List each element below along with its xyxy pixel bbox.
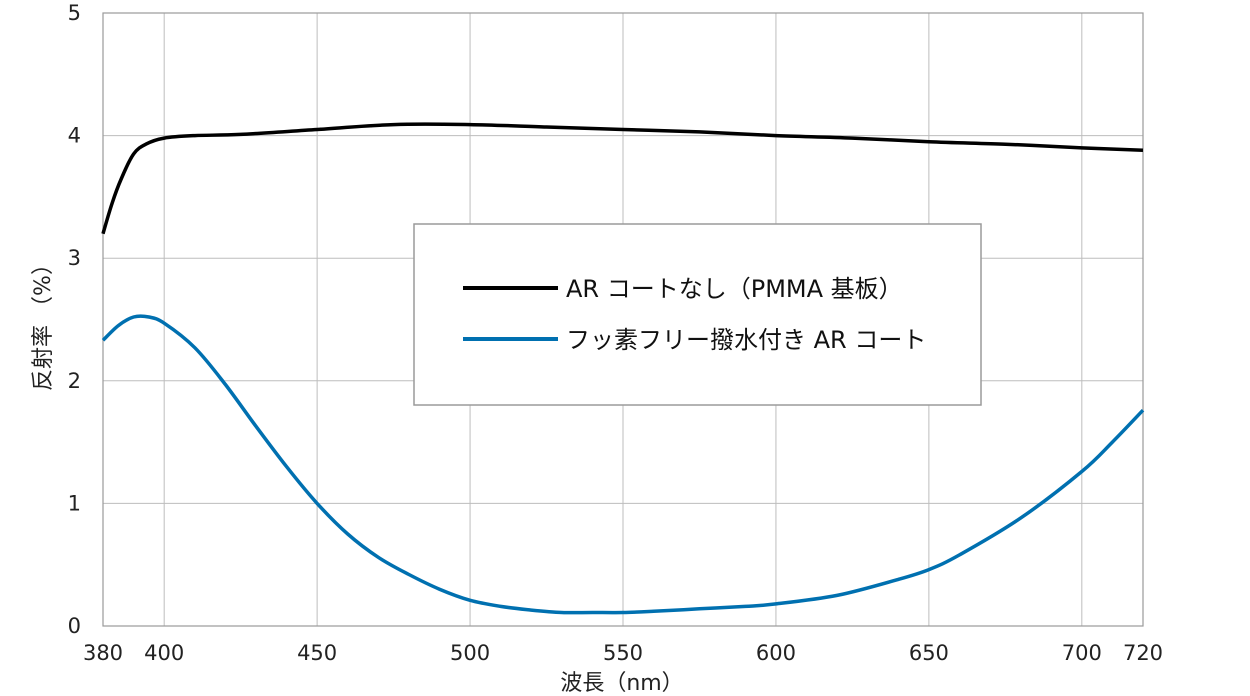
- x-tick-label: 500: [450, 641, 490, 665]
- legend-label-ar-none: AR コートなし（PMMA 基板）: [566, 275, 903, 303]
- y-tick-label: 3: [68, 246, 81, 270]
- x-tick-label: 400: [144, 641, 184, 665]
- y-tick-label: 4: [68, 124, 81, 148]
- y-tick-label: 5: [68, 1, 81, 25]
- x-tick-label: 380: [83, 641, 123, 665]
- y-tick-label: 0: [68, 614, 81, 638]
- x-tick-label: 700: [1062, 641, 1102, 665]
- x-tick-label: 650: [909, 641, 949, 665]
- x-tick-label: 550: [603, 641, 643, 665]
- x-axis-title: 波長（nm）: [560, 671, 683, 696]
- legend-box: [413, 223, 982, 406]
- legend: AR コートなし（PMMA 基板） フッ素フリー撥水付き AR コート: [413, 223, 982, 406]
- x-axis: 380 400 450 500 550 600 650 700 720: [83, 641, 1163, 665]
- series-layer: [101, 122, 1145, 615]
- x-tick-label: 600: [756, 641, 796, 665]
- x-tick-label: 450: [297, 641, 337, 665]
- series-line-0: [101, 122, 1144, 235]
- y-axis-title: 反射率 （%）: [31, 253, 56, 391]
- x-tick-label: 720: [1123, 641, 1163, 665]
- plot-frame: [102, 12, 1144, 627]
- y-axis: 0 1 2 3 4 5: [68, 1, 81, 638]
- y-tick-label: 1: [68, 491, 81, 515]
- legend-label-ar-coat: フッ素フリー撥水付き AR コート: [566, 326, 926, 354]
- series-line-1: [101, 314, 1145, 615]
- y-tick-label: 2: [68, 369, 81, 393]
